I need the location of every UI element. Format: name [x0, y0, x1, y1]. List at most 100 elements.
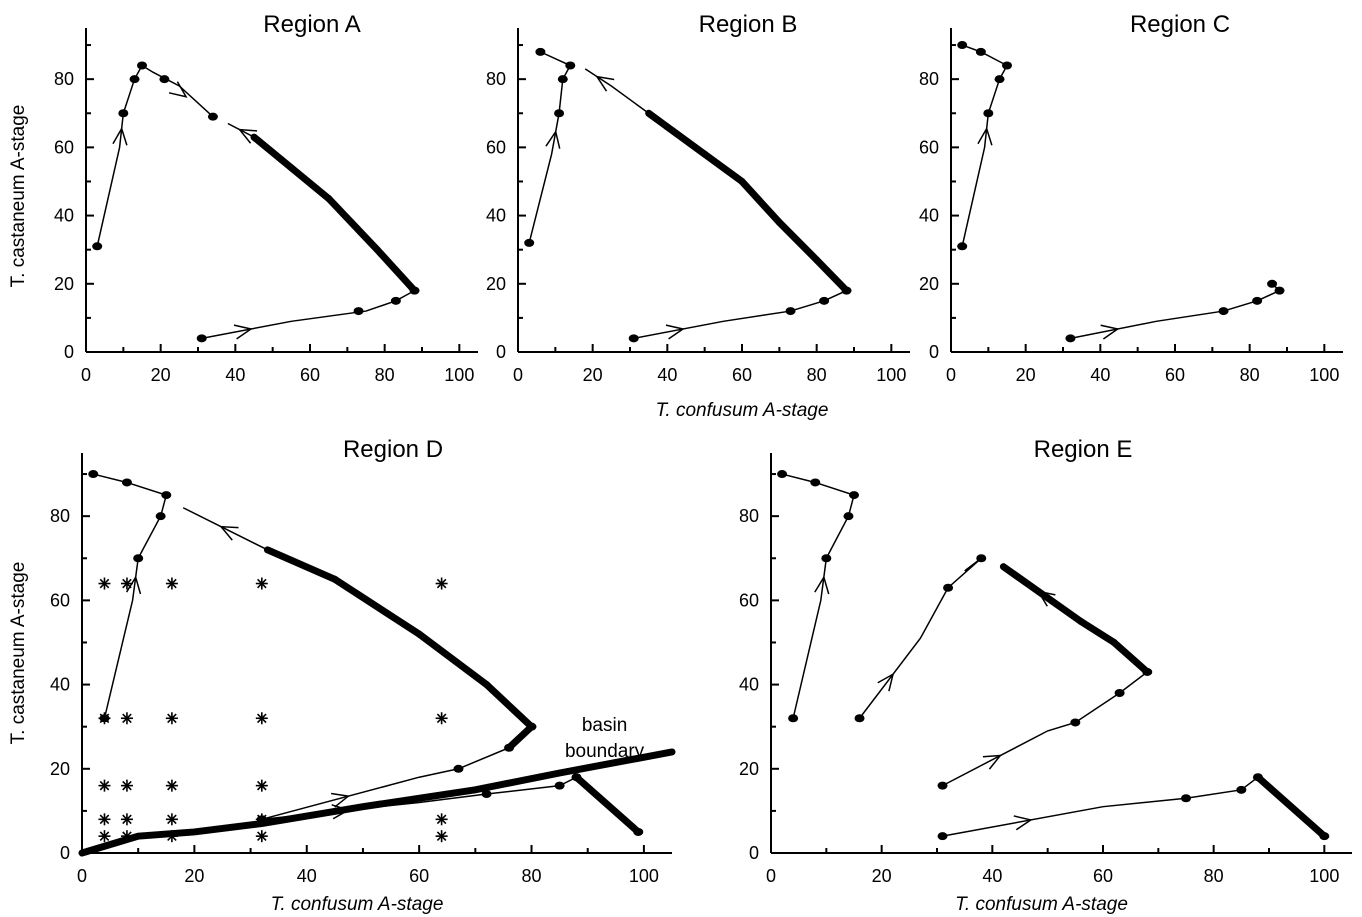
trajectory-point	[1252, 296, 1263, 305]
basin-boundary-label: basin boundary	[565, 715, 645, 762]
initial-condition-marker	[120, 712, 133, 725]
trajectory-line	[1070, 283, 1281, 340]
y-tick-label: 20	[486, 274, 506, 294]
initial-condition-marker	[98, 577, 111, 590]
y-tick-label: 0	[749, 843, 759, 863]
trajectory-point	[137, 61, 147, 70]
trajectory-point	[983, 109, 994, 118]
trajectory-2	[854, 554, 987, 723]
trajectory-3	[937, 563, 1153, 790]
trajectory-line	[96, 64, 214, 247]
panel-title: Region D	[343, 436, 443, 463]
x-tick-label: 0	[513, 365, 523, 385]
x-tick-label: 80	[1204, 866, 1224, 886]
direction-arrow	[330, 792, 351, 808]
y-tick-label: 80	[739, 506, 759, 526]
trajectory-dense-segment	[483, 681, 536, 731]
y-axis-label: T. castaneum A-stage	[8, 562, 29, 745]
trajectory-dense-segment	[331, 575, 423, 638]
direction-arrow	[219, 525, 239, 541]
trajectory-point	[1114, 689, 1125, 697]
initial-condition-marker	[435, 813, 448, 826]
initial-condition-marker	[120, 830, 133, 843]
trajectory-point	[92, 242, 103, 251]
y-tick-label: 80	[919, 69, 939, 89]
x-tick-label: 20	[872, 866, 892, 886]
panel-title: Region B	[699, 11, 798, 38]
direction-arrow	[233, 324, 253, 340]
trajectory-2	[196, 122, 420, 343]
initial-condition-marker	[165, 830, 178, 843]
top-y-axis-label-text: T. castaneum A-stage	[8, 105, 29, 288]
trajectory-dense-segment	[263, 546, 339, 583]
trajectory-2	[584, 68, 852, 343]
trajectory-point	[1236, 785, 1247, 794]
trajectory-point	[937, 832, 948, 841]
x-tick-label: 40	[297, 866, 317, 886]
x-tick-label: 100	[1309, 365, 1339, 385]
trajectory-point	[821, 554, 832, 563]
trajectory-point	[1142, 667, 1153, 676]
trajectory-point	[121, 478, 132, 487]
trajectory-point	[777, 470, 788, 479]
y-tick-label: 60	[919, 137, 939, 157]
trajectory-line	[781, 473, 855, 719]
initial-condition-marker	[98, 712, 111, 725]
initial-condition-marker	[435, 830, 448, 843]
trajectory-2	[1065, 279, 1285, 343]
initial-condition-marker	[98, 813, 111, 826]
direction-arrow	[112, 126, 128, 146]
trajectory-point	[633, 827, 644, 836]
direction-arrow	[595, 75, 615, 92]
y-tick-label: 60	[54, 137, 74, 157]
trajectory-dense-segment	[738, 177, 783, 226]
trajectory-line	[182, 507, 533, 821]
y-tick-label: 20	[50, 759, 70, 779]
trajectory-point	[161, 491, 172, 500]
x-tick-label: 0	[946, 365, 956, 385]
initial-condition-marker	[435, 577, 448, 590]
initial-condition-marker	[435, 712, 448, 725]
trajectory-dense-segment	[775, 218, 821, 264]
trajectory-dense-segment	[1254, 773, 1328, 840]
initial-condition-marker	[120, 813, 133, 826]
trajectory-dense-segment	[701, 150, 746, 185]
trajectory-point	[976, 554, 987, 563]
y-tick-label: 60	[739, 590, 759, 610]
x-tick-label: 20	[184, 866, 204, 886]
trajectory-point	[118, 109, 129, 118]
trajectory-point	[1252, 773, 1263, 782]
trajectory-point	[409, 286, 420, 295]
trajectory-point	[1070, 718, 1081, 727]
trajectory-point	[554, 109, 565, 118]
trajectory-3	[256, 773, 644, 836]
trajectory-1	[92, 61, 218, 251]
trajectory-point	[133, 554, 144, 563]
y-tick-label: 0	[496, 342, 506, 362]
panel-title: Region E	[1034, 436, 1133, 463]
initial-condition-marker	[165, 712, 178, 725]
x-axis-label: T. confusum A-stage	[955, 894, 1128, 915]
trajectory-point	[994, 75, 1005, 84]
x-tick-label: 40	[225, 365, 245, 385]
direction-arrow	[168, 81, 188, 98]
direction-arrow	[982, 754, 1003, 770]
trajectory-dense-segment	[813, 256, 851, 295]
trajectory-dense-segment	[572, 773, 642, 836]
trajectory-point	[565, 61, 576, 70]
x-tick-label: 80	[1240, 365, 1260, 385]
y-tick-label: 80	[54, 69, 74, 89]
x-tick-label: 40	[982, 866, 1002, 886]
trajectory-point	[843, 512, 854, 521]
trajectory-dense-segment	[325, 195, 381, 254]
initial-condition-marker	[255, 813, 268, 826]
trajectory-dense-segment	[1110, 638, 1151, 676]
trajectory-point	[535, 47, 546, 56]
trajectory-point	[557, 75, 568, 84]
trajectory-point	[159, 75, 170, 84]
y-tick-label: 60	[486, 137, 506, 157]
trajectory-point	[1181, 794, 1191, 803]
panel-region-e: 0 20 40 60 80 100 0 20 40 60 80 Region E T. confusum…	[739, 436, 1352, 915]
trajectory-point	[504, 743, 515, 752]
